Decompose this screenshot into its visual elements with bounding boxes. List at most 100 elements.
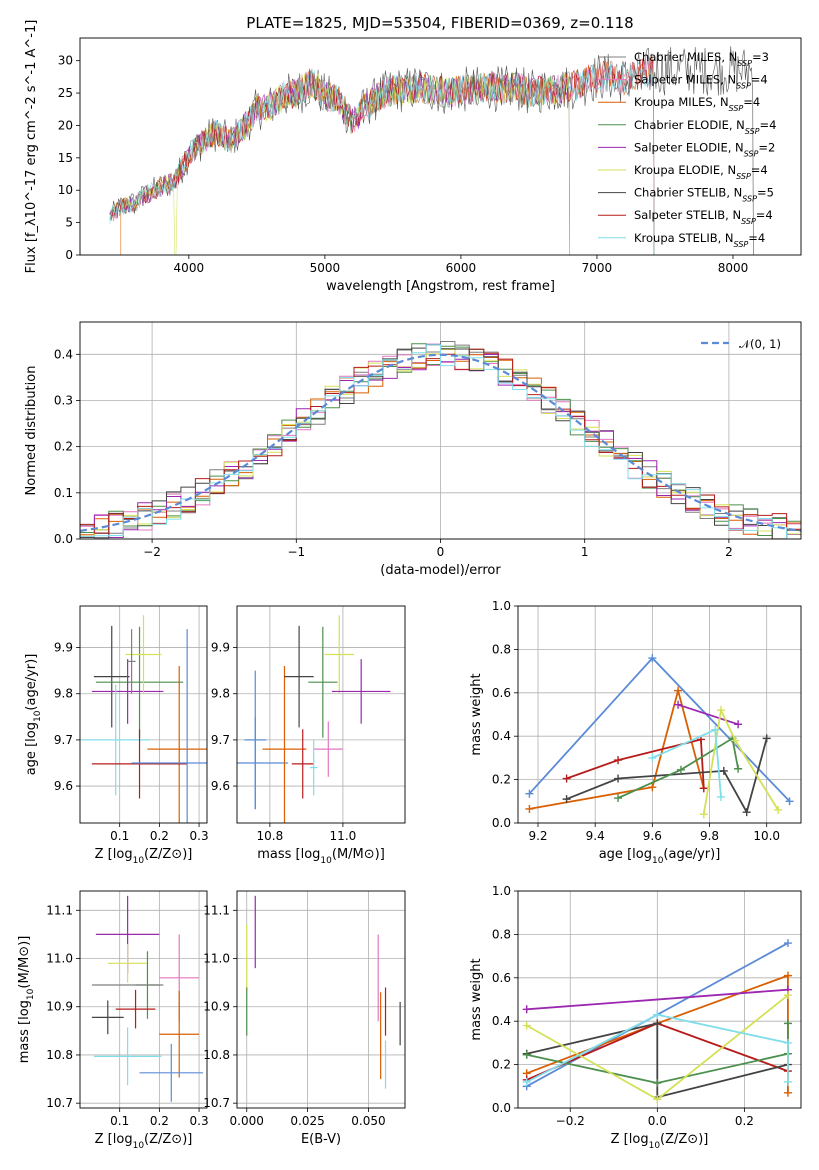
x-tick-label: 0.1: [110, 1114, 129, 1128]
y-axis-label: mass weight: [469, 673, 484, 755]
x-tick-label: 8000: [718, 261, 749, 275]
y-tick-label: 30: [58, 54, 73, 68]
x-tick-label: 0.0: [648, 1114, 667, 1128]
x-tick-label: 0.2: [150, 1114, 169, 1128]
weight-line: [702, 707, 779, 815]
y-tick-label: 10.9: [203, 1000, 230, 1014]
weight-line: [526, 1023, 789, 1084]
x-tick-label: 11.0: [330, 829, 357, 843]
y-tick-label: 0.4: [492, 1014, 511, 1028]
y-tick-label: 9.8: [54, 687, 73, 701]
legend-entry: Salpeter MILES, NSSP=4: [634, 73, 768, 91]
x-tick-label: 5000: [310, 261, 341, 275]
weight-marker: [522, 1050, 531, 1059]
plot-area: [522, 939, 792, 1104]
x-tick-label: 0.050: [351, 1114, 385, 1128]
y-tick-label: 9.9: [211, 641, 230, 655]
y-tick-label: 10.7: [46, 1096, 73, 1110]
histogram-step: [80, 344, 801, 539]
legend-entry: Kroupa MILES, NSSP=4: [634, 95, 760, 113]
y-axis-label: mass [log10(M/M⊙)]: [17, 936, 36, 1064]
y-axis-label: mass weight: [469, 958, 484, 1040]
y-tick-label: 9.7: [54, 733, 73, 747]
weight-marker: [716, 792, 725, 801]
axes-frame: [236, 605, 406, 824]
weight-marker: [674, 700, 683, 709]
spectrum-line: [109, 53, 655, 255]
spectrum-line: [109, 62, 655, 255]
x-tick-label: −2: [143, 545, 161, 559]
y-tick-label: 10.7: [203, 1096, 230, 1110]
y-tick-label: 0.2: [492, 773, 511, 787]
x-axis-label: E(B-V): [301, 1132, 341, 1147]
weight-marker: [614, 794, 623, 803]
plot-area: [246, 895, 401, 1089]
y-tick-label: 0.8: [492, 927, 511, 941]
weight-line: [652, 728, 722, 798]
weight-marker: [783, 1038, 792, 1047]
y-tick-label: 0.0: [492, 816, 511, 830]
weight-line: [526, 1022, 789, 1099]
weight-marker: [734, 720, 743, 729]
weight-marker: [699, 784, 708, 793]
y-tick-label: 1.0: [492, 599, 511, 613]
y-tick-label: 11.1: [203, 903, 230, 917]
plot-area: [237, 615, 391, 823]
y-tick-label: 0.8: [492, 642, 511, 656]
weight-marker: [711, 725, 720, 734]
x-tick-label: 0.1: [110, 829, 129, 843]
weight-marker: [783, 1019, 792, 1028]
x-tick-label: 4000: [174, 261, 205, 275]
legend-entry: Salpeter STELIB, NSSP=4: [634, 208, 773, 226]
y-tick-label: 9.6: [54, 779, 73, 793]
y-tick-label: 0.2: [492, 1058, 511, 1072]
age-vs-mass-panel: 10.8 11.0 9.6 9.7 9.8 9.9 mass [log10(M/M⊙)]: [211, 605, 406, 866]
weight-marker: [716, 706, 725, 715]
mass-weight-vs-age-panel: 9.2 9.4 9.6 9.8 10.0 0.0 0.2 0.4 0.6 0.8 1.0 age [l…: [469, 599, 802, 866]
y-axis-label: Normed distribution: [24, 366, 39, 496]
y-tick-label: 0.0: [492, 1101, 511, 1115]
weight-marker: [562, 795, 571, 804]
legend-entry: Chabrier STELIB, NSSP=5: [634, 186, 774, 204]
legend-entry: Chabrier ELODIE, NSSP=4: [634, 118, 776, 136]
legend-entry: Kroupa STELIB, NSSP=4: [634, 231, 765, 249]
weight-marker: [653, 1079, 662, 1088]
weight-marker: [762, 734, 771, 743]
x-tick-label: 9.4: [586, 829, 605, 843]
age-vs-metallicity-panel: 0.1 0.2 0.3 9.6 9.7 9.8 9.9 Z [log10(Z/Z⊙)] age …: [24, 605, 209, 866]
x-tick-label: 2: [725, 545, 733, 559]
weight-marker: [785, 797, 794, 806]
spectrum-panel: 4000 5000 6000 7000 8000 0 5 10 15 20 25 30 waveleng…: [24, 20, 802, 294]
weight-marker: [614, 756, 623, 765]
weight-marker: [774, 805, 783, 814]
weight-line: [566, 738, 705, 789]
x-tick-label: 9.8: [700, 829, 719, 843]
x-tick-label: 0: [437, 545, 445, 559]
weight-marker: [653, 1019, 662, 1028]
weight-marker: [614, 774, 623, 783]
x-tick-label: 0.2: [150, 829, 169, 843]
weight-marker: [719, 766, 728, 775]
y-axis-label: age [log10(age/yr)]: [24, 654, 43, 776]
legend-entry: Chabrier MILES, NSSP=3: [634, 50, 769, 68]
weight-marker: [648, 654, 657, 663]
weight-marker: [783, 991, 792, 1000]
y-tick-label: 0.4: [492, 729, 511, 743]
weight-line: [677, 703, 739, 726]
weight-marker: [742, 808, 751, 817]
weight-marker: [648, 783, 657, 792]
x-tick-label: 7000: [582, 261, 613, 275]
y-tick-label: 10.9: [46, 1000, 73, 1014]
legend-entry: 𝒩(0, 1): [739, 337, 781, 351]
y-tick-label: 10: [58, 183, 73, 197]
y-tick-label: 10.8: [46, 1048, 73, 1062]
plot-area: [81, 615, 207, 823]
y-tick-label: 15: [58, 151, 73, 165]
x-tick-label: 1: [581, 545, 589, 559]
mass-vs-metallicity-panel: 0.1 0.2 0.3 10.7 10.8 10.9 11.0 11.1 Z [log10(Z/…: [17, 890, 209, 1151]
y-tick-label: 1.0: [492, 884, 511, 898]
weight-marker: [783, 939, 792, 948]
x-tick-label: 0.2: [735, 1114, 754, 1128]
spectrum-line: [109, 70, 570, 255]
gaussian-curve: [80, 353, 801, 532]
